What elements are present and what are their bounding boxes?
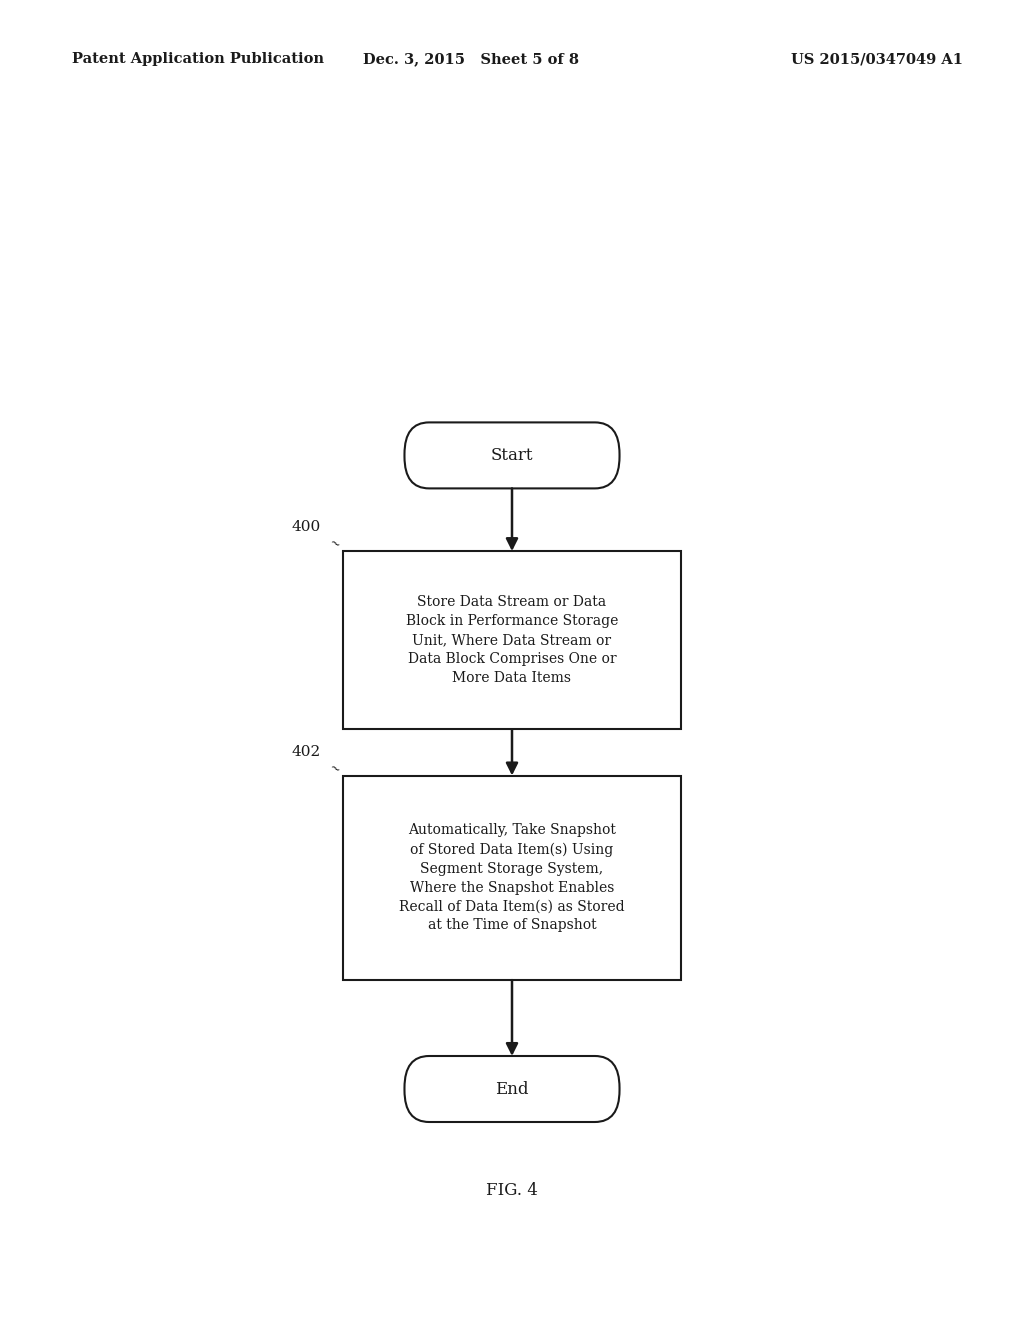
Text: FIG. 4: FIG. 4	[486, 1183, 538, 1199]
Text: Dec. 3, 2015   Sheet 5 of 8: Dec. 3, 2015 Sheet 5 of 8	[364, 53, 579, 66]
Text: US 2015/0347049 A1: US 2015/0347049 A1	[791, 53, 963, 66]
Text: 400: 400	[292, 520, 322, 535]
Bar	[343, 776, 681, 979]
Text: 402: 402	[292, 744, 322, 759]
FancyBboxPatch shape	[404, 1056, 620, 1122]
Bar	[343, 552, 681, 729]
Text: Patent Application Publication: Patent Application Publication	[72, 53, 324, 66]
Text: Automatically, Take Snapshot
of Stored Data Item(s) Using
Segment Storage System: Automatically, Take Snapshot of Stored D…	[399, 824, 625, 932]
Text: ∼: ∼	[327, 760, 342, 777]
Text: ∼: ∼	[327, 536, 342, 553]
Text: End: End	[496, 1081, 528, 1097]
FancyBboxPatch shape	[404, 422, 620, 488]
Text: Store Data Stream or Data
Block in Performance Storage
Unit, Where Data Stream o: Store Data Stream or Data Block in Perfo…	[406, 595, 618, 685]
Text: Start: Start	[490, 447, 534, 463]
